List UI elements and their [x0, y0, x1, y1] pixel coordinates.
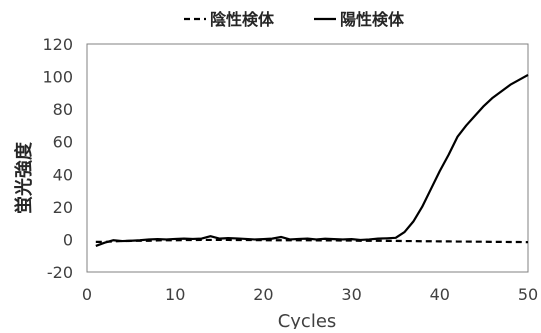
x-tick-label: 30 [341, 285, 361, 304]
y-tick-label: 100 [42, 68, 73, 87]
y-tick-label: 80 [53, 100, 73, 119]
x-tick-label: 50 [518, 285, 538, 304]
y-tick-label: 20 [53, 198, 73, 217]
y-tick-label: 120 [42, 35, 73, 54]
plot-area-frame [86, 43, 529, 273]
x-tick-label: 40 [430, 285, 450, 304]
legend: 陰性検体 陽性検体 [184, 10, 405, 29]
x-tick-label: 20 [253, 285, 273, 304]
x-axis-ticks: 0 10 20 30 40 50 [82, 285, 538, 304]
x-axis-title: Cycles [278, 311, 337, 329]
y-tick-label: 0 [63, 230, 73, 249]
x-tick-label: 0 [82, 285, 92, 304]
y-axis-title: 蛍光強度 [13, 141, 35, 214]
y-tick-label: -20 [47, 263, 73, 282]
y-axis-ticks: -20 0 20 40 60 80 100 120 [42, 35, 73, 282]
legend-label-negative: 陰性検体 [210, 10, 275, 29]
x-tick-label: 10 [165, 285, 185, 304]
y-tick-label: 60 [53, 133, 73, 152]
y-tick-label: 40 [53, 165, 73, 184]
series-line-positive [95, 73, 529, 247]
legend-label-positive: 陽性検体 [340, 10, 405, 29]
series-layer [95, 73, 529, 247]
